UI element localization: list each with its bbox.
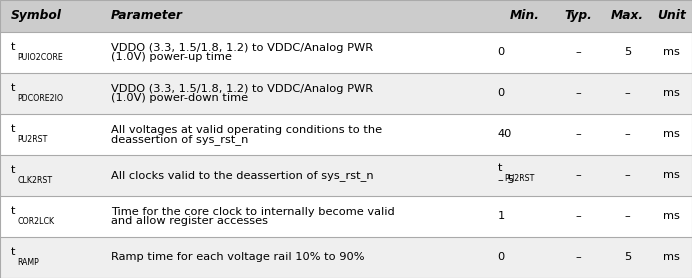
Bar [0,73,692,114]
Text: Min.: Min. [509,9,539,23]
Bar [0,155,692,196]
Text: t: t [498,163,502,173]
Text: ms: ms [664,130,680,140]
Text: PDCORE2IO: PDCORE2IO [17,94,64,103]
Text: t: t [10,165,15,175]
Text: t: t [10,247,15,257]
Bar [0,32,692,73]
Bar [0,196,692,237]
Text: (1.0V) power-up time: (1.0V) power-up time [111,53,232,63]
Text: –: – [625,130,630,140]
Text: 0: 0 [498,48,504,58]
Text: 5: 5 [624,48,631,58]
Text: –: – [576,252,581,262]
Text: PUIO2CORE: PUIO2CORE [17,53,63,62]
Text: –: – [576,48,581,58]
Text: –: – [576,212,581,222]
Text: –: – [625,88,630,98]
Text: Ramp time for each voltage rail 10% to 90%: Ramp time for each voltage rail 10% to 9… [111,252,364,262]
Text: Unit: Unit [657,9,686,23]
Text: ms: ms [664,170,680,180]
Text: deassertion of sys_rst_n: deassertion of sys_rst_n [111,134,248,145]
Text: Max.: Max. [611,9,644,23]
Text: Parameter: Parameter [111,9,183,23]
Text: COR2LCK: COR2LCK [17,217,55,226]
Text: t: t [10,42,15,52]
Text: RAMP: RAMP [17,258,39,267]
Bar [0,237,692,278]
Text: –: – [625,212,630,222]
Text: –: – [625,170,630,180]
Text: ms: ms [664,212,680,222]
Text: ms: ms [664,88,680,98]
Text: 40: 40 [498,130,512,140]
Text: 5: 5 [624,252,631,262]
Text: t: t [10,206,15,216]
Text: ms: ms [664,252,680,262]
Text: 0: 0 [498,88,504,98]
Text: –: – [576,170,581,180]
Text: 0: 0 [498,252,504,262]
Text: All clocks valid to the deassertion of sys_rst_n: All clocks valid to the deassertion of s… [111,170,374,181]
Text: Typ.: Typ. [565,9,592,23]
Text: Symbol: Symbol [10,9,62,23]
Text: CLK2RST: CLK2RST [17,176,53,185]
Text: PU2RST: PU2RST [17,135,48,144]
Text: All voltages at valid operating conditions to the: All voltages at valid operating conditio… [111,125,382,135]
Bar [0,114,692,155]
Text: PU2RST: PU2RST [504,174,535,183]
Text: t: t [10,83,15,93]
Text: and allow register accesses: and allow register accesses [111,217,268,227]
Text: 1: 1 [498,212,504,222]
Text: –: – [576,88,581,98]
Text: VDDO (3.3, 1.5/1.8, 1.2) to VDDC/Analog PWR: VDDO (3.3, 1.5/1.8, 1.2) to VDDC/Analog … [111,43,373,53]
Text: VDDO (3.3, 1.5/1.8, 1.2) to VDDC/Analog PWR: VDDO (3.3, 1.5/1.8, 1.2) to VDDC/Analog … [111,84,373,94]
Text: ms: ms [664,48,680,58]
Text: t: t [10,124,15,134]
Text: (1.0V) power-down time: (1.0V) power-down time [111,93,248,103]
Text: – 5: – 5 [498,175,514,185]
Text: –: – [576,130,581,140]
Bar [0,0,692,32]
Text: Time for the core clock to internally become valid: Time for the core clock to internally be… [111,207,394,217]
